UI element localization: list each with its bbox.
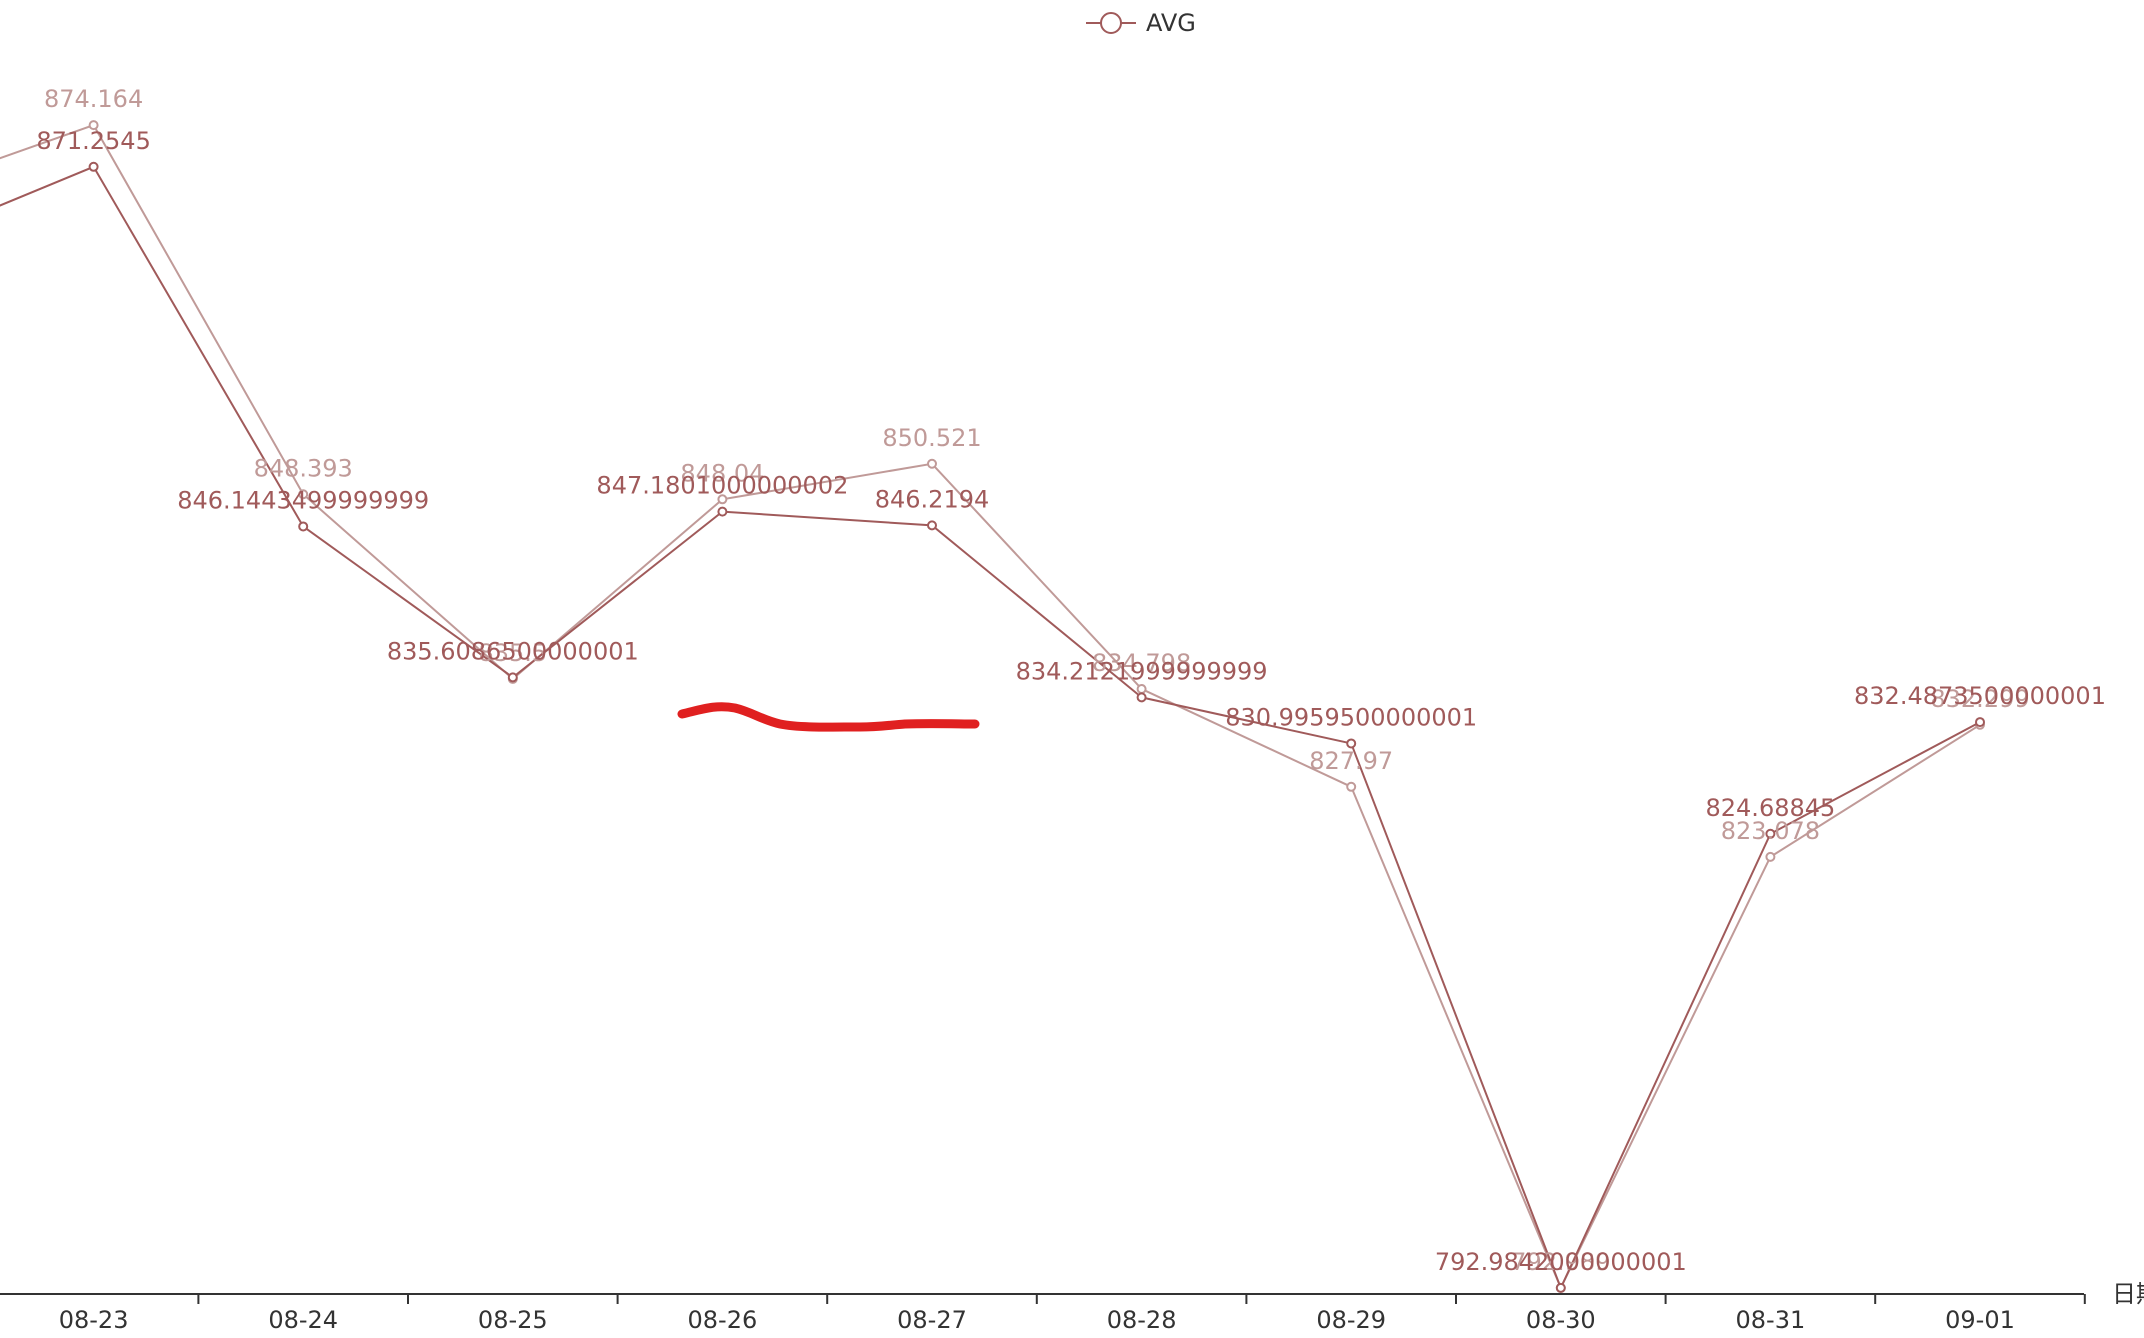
- data-label: 846.2194: [875, 485, 990, 513]
- data-point[interactable]: [507, 672, 518, 683]
- data-label: 824.68845: [1706, 794, 1836, 822]
- data-label: 823.078: [1721, 817, 1820, 845]
- data-label: 792.9842000000001: [1435, 1248, 1687, 1276]
- data-point[interactable]: [88, 120, 99, 131]
- x-tick-label: 08-26: [688, 1306, 758, 1334]
- x-tick-label: 08-24: [268, 1306, 338, 1334]
- data-label: 834.798: [1092, 649, 1191, 677]
- x-tick-label: 08-28: [1107, 1306, 1177, 1334]
- series-layer: [0, 120, 1985, 1293]
- data-point[interactable]: [88, 161, 99, 172]
- data-label: 792.989: [1511, 1248, 1610, 1276]
- x-axis-ticks: [197, 1294, 2086, 1304]
- data-point[interactable]: [1765, 851, 1776, 862]
- x-tick-label: 08-30: [1526, 1306, 1596, 1334]
- data-label: 848.04: [680, 459, 764, 487]
- data-label: 827.97: [1309, 747, 1393, 775]
- data-label: 847.1801000000002: [596, 472, 848, 500]
- legend[interactable]: AVG: [1086, 9, 1196, 37]
- data-point[interactable]: [1765, 828, 1776, 839]
- data-point[interactable]: [1346, 738, 1357, 749]
- data-label: 846.1443499999999: [177, 486, 429, 514]
- data-label: 832.299: [1930, 685, 2029, 713]
- series-line: [0, 123, 1981, 1291]
- data-label-layer: 874.164848.393835.5848.04850.521834.7988…: [36, 85, 2106, 1276]
- data-label: 830.9959500000001: [1225, 703, 1477, 731]
- data-label: 835.6086500000001: [387, 637, 639, 665]
- data-point[interactable]: [717, 494, 728, 505]
- legend-symbol-icon: [1100, 12, 1122, 34]
- data-point[interactable]: [1346, 781, 1357, 792]
- data-label: 832.4873500000001: [1854, 682, 2106, 710]
- data-label: 834.2121999999999: [1016, 657, 1268, 685]
- x-axis-name: 日期: [2112, 1280, 2144, 1308]
- data-point[interactable]: [927, 520, 937, 531]
- x-axis: 08-23 08-24 08-25 08-26 08-27 08-28 08-29 08-30…: [0, 1280, 2144, 1334]
- x-tick-label: 08-27: [897, 1306, 967, 1334]
- data-point[interactable]: [1136, 683, 1147, 694]
- x-tick-label: 08-25: [478, 1306, 548, 1334]
- data-label: 848.393: [254, 454, 353, 482]
- data-label: 871.2545: [36, 127, 151, 155]
- legend-label: AVG: [1146, 9, 1196, 37]
- data-point[interactable]: [1975, 717, 1985, 728]
- data-point[interactable]: [927, 458, 937, 469]
- data-point[interactable]: [298, 521, 309, 532]
- data-point[interactable]: [1555, 1282, 1566, 1293]
- data-label: 850.521: [882, 424, 981, 452]
- x-tick-label: 09-01: [1945, 1306, 2015, 1334]
- x-tick-label: 08-31: [1736, 1306, 1806, 1334]
- data-label: 874.164: [44, 85, 143, 113]
- data-point[interactable]: [298, 489, 309, 500]
- x-tick-label: 08-23: [59, 1306, 129, 1334]
- data-point[interactable]: [1136, 692, 1147, 703]
- data-point[interactable]: [717, 506, 728, 517]
- x-axis-tick-labels: 08-23 08-24 08-25 08-26 08-27 08-28 08-29 08-30…: [59, 1306, 2015, 1334]
- series-line: [0, 165, 1981, 1291]
- red-scribble-annotation: [677, 702, 980, 732]
- data-label: 835.5: [478, 639, 547, 667]
- x-tick-label: 08-29: [1316, 1306, 1386, 1334]
